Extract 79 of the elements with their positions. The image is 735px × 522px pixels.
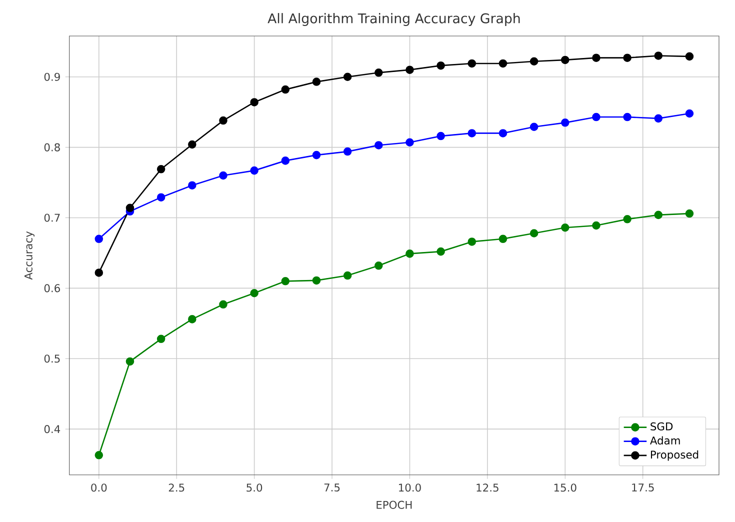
point	[406, 66, 414, 74]
point	[468, 129, 476, 138]
point	[126, 204, 134, 212]
point	[312, 151, 321, 160]
point	[436, 62, 445, 70]
y-tick-label: 0.8	[44, 143, 60, 152]
point	[219, 116, 228, 125]
point	[281, 277, 290, 286]
x-tick-label: 10.0	[399, 484, 421, 492]
point	[685, 52, 694, 61]
x-tick-label: 17.5	[632, 484, 654, 492]
legend-label: SGD	[650, 422, 673, 431]
point	[281, 86, 290, 94]
x-tick-label: 5.0	[246, 484, 262, 492]
point	[654, 52, 663, 60]
point	[94, 234, 104, 244]
point	[126, 358, 134, 366]
point	[654, 211, 663, 220]
point	[188, 315, 196, 324]
point	[156, 165, 166, 174]
point	[436, 248, 445, 256]
point	[156, 335, 166, 344]
point	[156, 193, 166, 202]
y-tick-label: 0.6	[44, 284, 60, 292]
point	[530, 122, 538, 132]
x-tick-label: 0.0	[91, 484, 107, 492]
point	[561, 56, 570, 64]
point	[592, 54, 600, 62]
x-axis-title: EPOCH	[376, 501, 412, 510]
point	[685, 210, 694, 218]
point	[623, 54, 632, 62]
x-tick-label: 12.5	[476, 484, 498, 492]
point	[219, 300, 228, 309]
point	[94, 451, 104, 460]
point	[530, 57, 538, 66]
y-tick-label: 0.5	[44, 354, 60, 363]
point	[374, 141, 383, 150]
point	[468, 238, 476, 246]
legend-label: Adam	[650, 436, 680, 445]
point	[592, 113, 600, 122]
point	[685, 110, 694, 118]
point	[406, 250, 414, 258]
x-tick-label: 15.0	[554, 484, 576, 492]
point	[94, 268, 104, 278]
point	[406, 138, 414, 147]
y-axis-title: Accuracy	[24, 232, 35, 280]
point	[219, 172, 228, 180]
point	[436, 132, 445, 140]
point	[561, 118, 570, 128]
point	[374, 262, 383, 270]
legend-label: Proposed	[650, 450, 698, 461]
point	[468, 60, 476, 68]
point	[250, 289, 258, 298]
point	[498, 60, 508, 68]
point	[343, 272, 352, 280]
point	[530, 229, 538, 238]
y-tick-label: 0.7	[44, 214, 60, 222]
x-tick-label: 2.5	[168, 484, 184, 492]
point	[498, 129, 508, 138]
point	[374, 68, 383, 77]
point	[343, 148, 352, 156]
point	[498, 234, 508, 244]
point	[623, 215, 632, 224]
point	[312, 78, 321, 86]
point	[250, 166, 258, 175]
point	[592, 222, 600, 230]
point	[250, 98, 258, 107]
point	[561, 224, 570, 232]
point	[281, 156, 290, 166]
point	[623, 113, 632, 122]
point	[188, 140, 196, 149]
point	[188, 181, 196, 190]
y-tick-label: 0.9	[44, 73, 60, 82]
point	[343, 72, 352, 82]
y-tick-label: 0.4	[44, 425, 60, 434]
point	[654, 114, 663, 123]
point	[312, 276, 321, 285]
x-tick-label: 7.5	[324, 484, 340, 492]
chart-title: All Algorithm Training Accuracy Graph	[268, 13, 520, 26]
